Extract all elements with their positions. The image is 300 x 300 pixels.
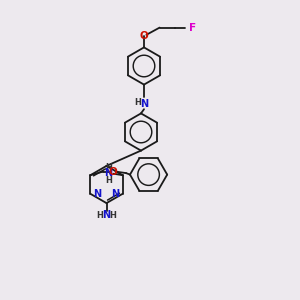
Text: H: H bbox=[105, 176, 112, 185]
Text: N: N bbox=[104, 168, 112, 178]
Text: N: N bbox=[102, 210, 111, 220]
Text: N: N bbox=[140, 99, 148, 109]
Text: N: N bbox=[93, 189, 101, 199]
Text: H: H bbox=[110, 211, 116, 220]
Text: F: F bbox=[189, 22, 196, 33]
Text: H: H bbox=[134, 98, 141, 107]
Text: O: O bbox=[140, 31, 148, 41]
Text: H: H bbox=[105, 163, 112, 172]
Text: O: O bbox=[108, 167, 117, 177]
Text: N: N bbox=[112, 189, 120, 199]
Text: H: H bbox=[97, 211, 103, 220]
